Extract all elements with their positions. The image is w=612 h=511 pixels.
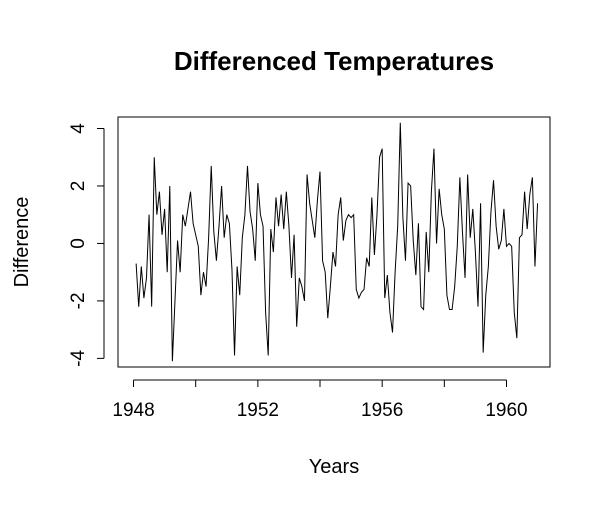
y-axis-label: Difference (11, 197, 33, 288)
y-tick-label: -2 (68, 292, 89, 309)
y-tick-label: -4 (68, 350, 89, 367)
series-line (135, 122, 539, 362)
plot-frame (117, 116, 551, 368)
chart-title: Differenced Temperatures (174, 46, 494, 76)
y-axis: -4 -2 0 2 4 (68, 123, 105, 367)
y-tick-label: 4 (68, 123, 89, 134)
x-axis-label: Years (309, 456, 359, 478)
y-tick-label: 0 (68, 238, 89, 249)
x-tick-label: 1952 (237, 400, 279, 421)
x-tick-label: 1956 (361, 400, 403, 421)
x-tick-label: 1948 (112, 400, 154, 421)
x-axis: 1948 1952 1956 1960 (112, 379, 528, 421)
y-tick-label: 2 (68, 181, 89, 192)
x-tick-label: 1960 (485, 400, 527, 421)
